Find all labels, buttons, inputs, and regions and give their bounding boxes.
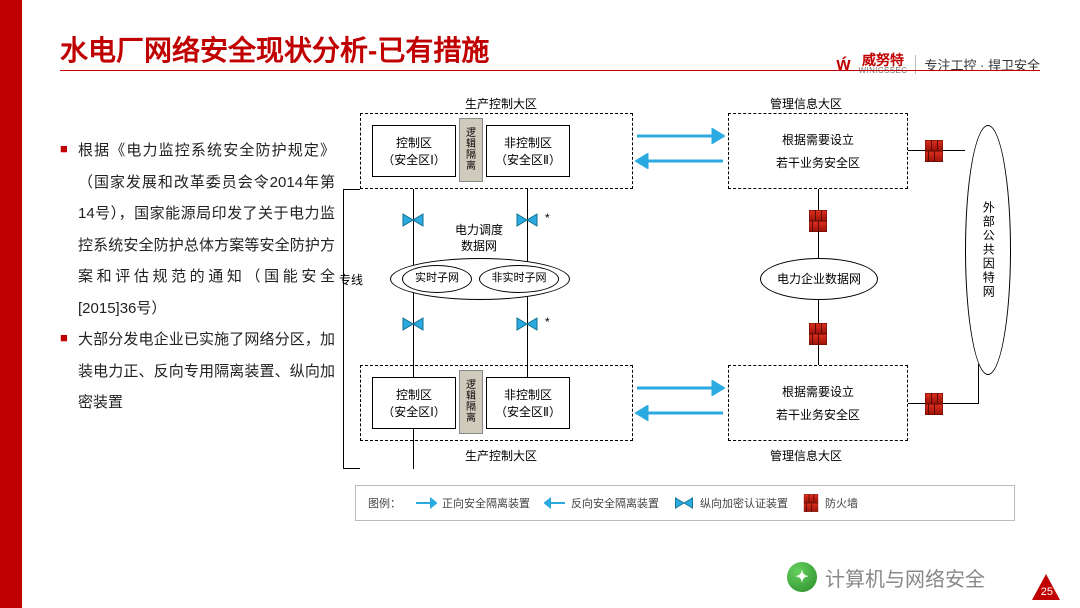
brand-icon: ẃ — [836, 54, 850, 75]
left-strip — [0, 0, 22, 608]
logic-sep: 逻辑隔离 — [459, 370, 483, 434]
bowtie-icon — [401, 317, 425, 331]
brand-en: WINICSSEC — [859, 67, 908, 75]
fwd-arrow-icon — [635, 128, 725, 144]
external-net: 外部公共因特网 — [965, 125, 1011, 375]
region-label: 生产控制大区 — [465, 95, 537, 112]
bowtie-icon — [401, 213, 425, 227]
legend-enc: 纵向加密认证装置 — [673, 495, 788, 511]
bowtie-icon — [515, 317, 539, 331]
legend-rev: 反向安全隔离装置 — [544, 495, 659, 511]
mgmt-text: 根据需要设立 若干业务安全区 — [740, 125, 896, 177]
rev-arrow-icon — [635, 405, 725, 421]
mgmt-text: 根据需要设立 若干业务安全区 — [740, 377, 896, 429]
nrt-subnet: 非实时子网 — [479, 265, 559, 293]
ent-net: 电力企业数据网 — [760, 258, 878, 300]
bullet-item: 大部分发电企业已实施了网络分区，加装电力正、反向专用隔离装置、纵向加密装置 — [60, 324, 335, 419]
fwd-arrow-icon — [635, 380, 725, 396]
ctrl-zone-box: 控制区（安全区Ⅰ） — [372, 377, 456, 429]
watermark: ✦ 计算机与网络安全 — [787, 562, 985, 592]
wechat-icon: ✦ — [787, 562, 817, 592]
content: 根据《电力监控系统安全防护规定》（国家发展和改革委员会令2014年第14号），国… — [60, 95, 1060, 583]
watermark-text: 计算机与网络安全 — [825, 563, 985, 592]
asterisk: * — [545, 211, 550, 225]
bullet-item: 根据《电力监控系统安全防护规定》（国家发展和改革委员会令2014年第14号），国… — [60, 135, 335, 324]
rt-subnet: 实时子网 — [402, 265, 472, 293]
page-number: 25 — [1041, 586, 1053, 598]
firewall-icon — [925, 140, 943, 162]
rev-arrow-icon — [635, 153, 725, 169]
bullet-list: 根据《电力监控系统安全防护规定》（国家发展和改革委员会令2014年第14号），国… — [60, 95, 335, 583]
logic-sep: 逻辑隔离 — [459, 118, 483, 182]
strip-notch — [0, 22, 11, 44]
region-label: 管理信息大区 — [770, 447, 842, 464]
legend: 图例： 正向安全隔离装置 反向安全隔离装置 纵向加密认证装置 防火墙 — [355, 485, 1015, 521]
dispatch-label: 电力调度数据网 — [455, 223, 503, 254]
header-divider — [60, 70, 1040, 71]
nonctrl-zone-box: 非控制区（安全区Ⅱ） — [486, 125, 570, 177]
brand-block: ẃ 威努特 WINICSSEC 专注工控 · 捍卫安全 — [836, 53, 1040, 75]
legend-fw: 防火墙 — [802, 492, 858, 514]
firewall-icon — [925, 393, 943, 415]
region-label: 管理信息大区 — [770, 95, 842, 112]
region-label: 生产控制大区 — [465, 447, 537, 464]
ctrl-zone-box: 控制区（安全区Ⅰ） — [372, 125, 456, 177]
firewall-icon — [809, 323, 827, 345]
nonctrl-zone-box: 非控制区（安全区Ⅱ） — [486, 377, 570, 429]
asterisk: * — [545, 315, 550, 329]
header: 水电厂网络安全现状分析-已有措施 ẃ 威努特 WINICSSEC 专注工控 · … — [60, 25, 1040, 75]
firewall-icon — [809, 210, 827, 232]
legend-fwd: 正向安全隔离装置 — [415, 495, 530, 511]
diagram: 生产控制大区 管理信息大区 控制区（安全区Ⅰ） 逻辑隔离 非控制区（安全区Ⅱ） … — [345, 95, 1060, 583]
page-title: 水电厂网络安全现状分析-已有措施 — [60, 29, 489, 75]
brand-cn: 威努特 — [862, 53, 904, 67]
bowtie-icon — [515, 213, 539, 227]
legend-title: 图例： — [368, 495, 401, 511]
